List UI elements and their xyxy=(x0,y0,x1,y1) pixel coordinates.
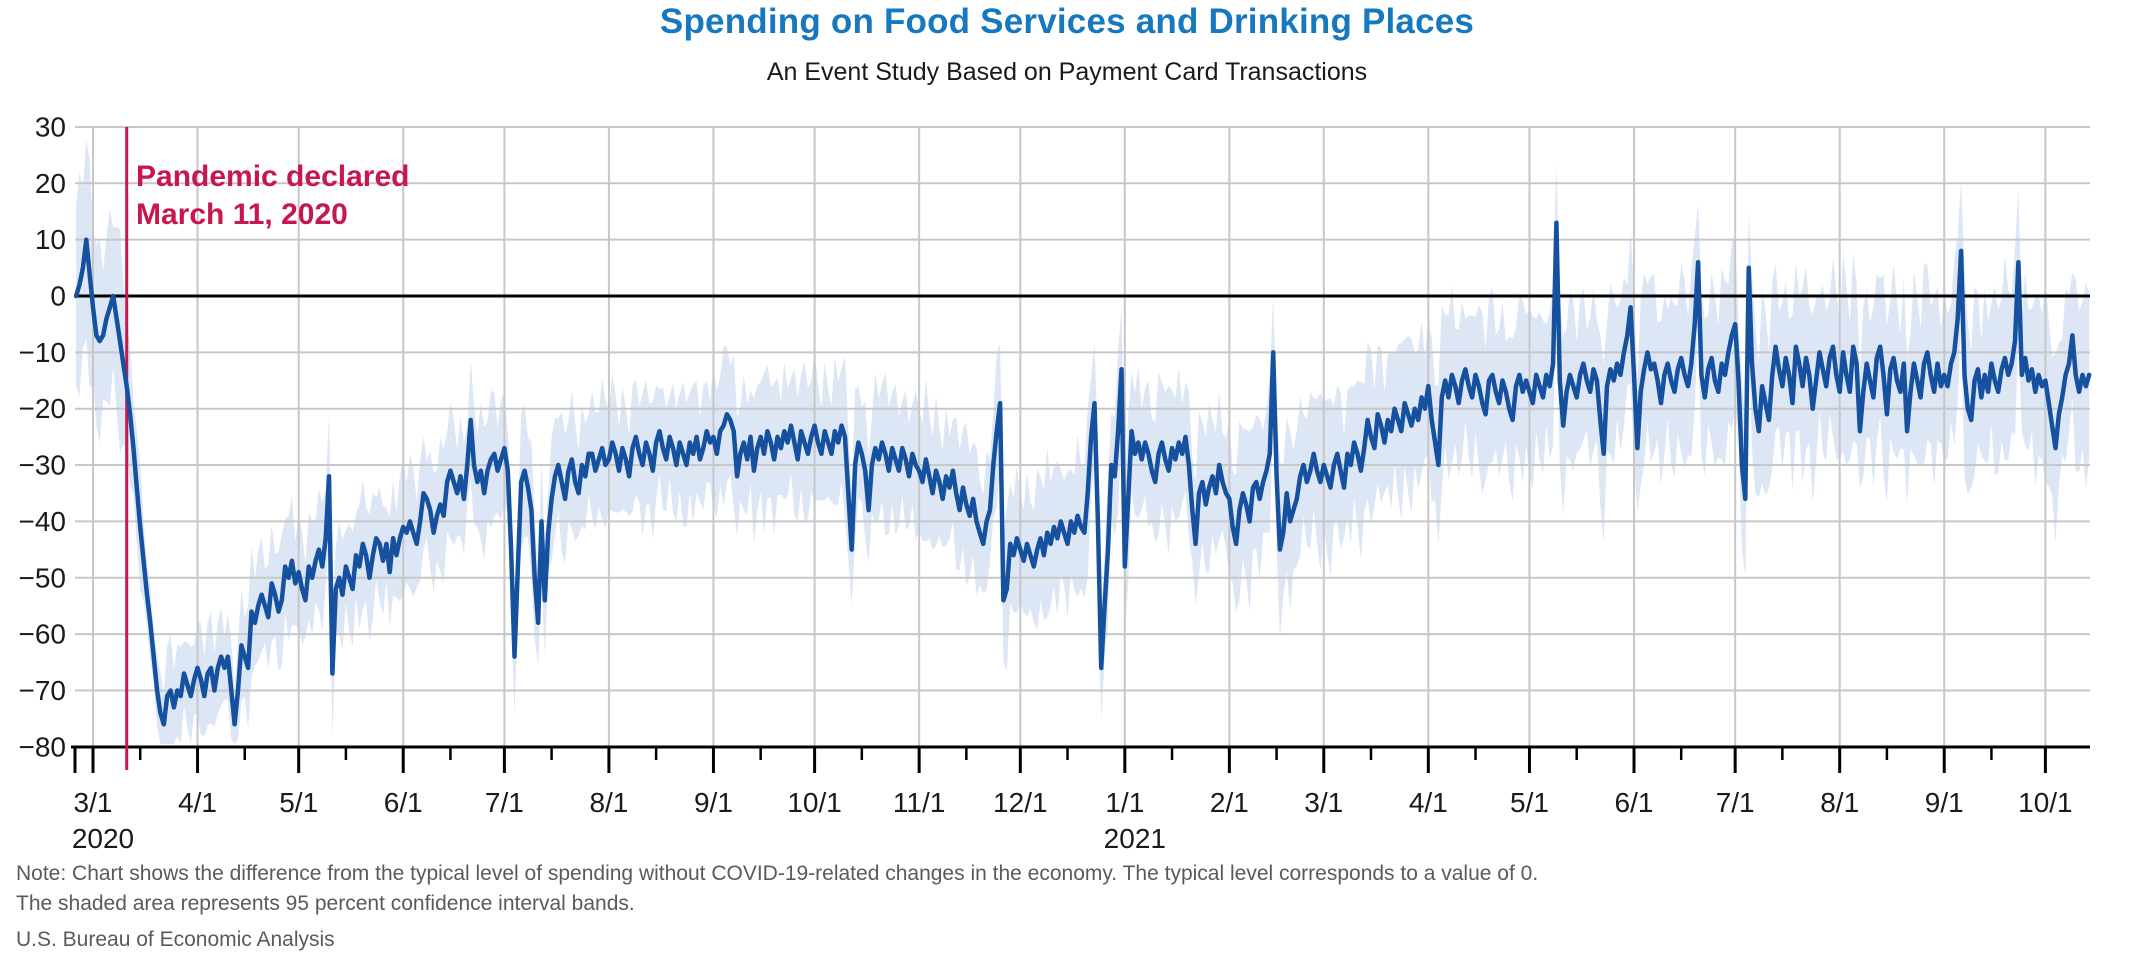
x-axis-tick-label: 11/1 xyxy=(893,787,945,818)
spending-line xyxy=(73,220,2092,727)
x-axis-tick-label: 3/1 xyxy=(1304,787,1343,818)
y-axis-tick-label: −30 xyxy=(19,450,67,481)
y-axis-tick-label: −40 xyxy=(19,506,67,537)
x-axis-tick-label: 8/1 xyxy=(1820,787,1859,818)
x-axis-tick-label: 5/1 xyxy=(1510,787,1549,818)
source-attribution: U.S. Bureau of Economic Analysis xyxy=(16,928,335,951)
chart-note-line1: Note: Chart shows the difference from th… xyxy=(16,862,1539,885)
y-axis-tick-label: 20 xyxy=(35,168,66,199)
x-axis-tick-label: 9/1 xyxy=(1925,787,1964,818)
x-axis-tick-label: 4/1 xyxy=(1409,787,1448,818)
x-axis-tick-label: 6/1 xyxy=(384,787,423,818)
chart-note-line2: The shaded area represents 95 percent co… xyxy=(16,892,635,915)
x-axis-tick-label: 8/1 xyxy=(589,787,628,818)
x-axis-year-label: 2021 xyxy=(1104,823,1166,854)
y-axis-tick-label: 0 xyxy=(50,281,66,312)
pandemic-annotation-line2: March 11, 2020 xyxy=(136,198,348,231)
y-axis-tick-label: −20 xyxy=(19,393,67,424)
x-axis-tick-label: 7/1 xyxy=(1716,787,1755,818)
pandemic-annotation-line1: Pandemic declared xyxy=(136,160,410,193)
y-axis-tick-label: −70 xyxy=(19,675,67,706)
x-axis-tick-label: 12/1 xyxy=(993,787,1048,818)
x-axis-tick-label: 1/1 xyxy=(1105,787,1144,818)
y-axis-tick-label: −50 xyxy=(19,562,67,593)
y-axis-tick-label: 10 xyxy=(35,224,66,255)
confidence-band xyxy=(76,140,2090,745)
y-axis-tick-label: −60 xyxy=(19,619,67,650)
x-axis-tick-label: 4/1 xyxy=(178,787,217,818)
y-axis-tick-label: −10 xyxy=(19,337,67,368)
x-axis-tick-label: 7/1 xyxy=(485,787,524,818)
x-axis-tick-label: 2/1 xyxy=(1210,787,1249,818)
x-axis-tick-label: 3/1 xyxy=(74,787,113,818)
pandemic-annotation: Pandemic declared March 11, 2020 xyxy=(136,158,409,234)
x-axis-tick-label: 9/1 xyxy=(694,787,733,818)
x-axis-tick-label: 5/1 xyxy=(279,787,318,818)
y-axis-tick-label: −80 xyxy=(19,731,67,762)
chart-subtitle: An Event Study Based on Payment Card Tra… xyxy=(766,58,1368,86)
y-axis-tick-label: 30 xyxy=(35,111,66,142)
x-axis-tick-label: 10/1 xyxy=(787,787,842,818)
x-axis-year-label: 2020 xyxy=(72,823,134,854)
x-axis-tick-label: 10/1 xyxy=(2018,787,2073,818)
chart-title: Spending on Food Services and Drinking P… xyxy=(659,2,1475,41)
x-axis-tick-label: 6/1 xyxy=(1615,787,1654,818)
